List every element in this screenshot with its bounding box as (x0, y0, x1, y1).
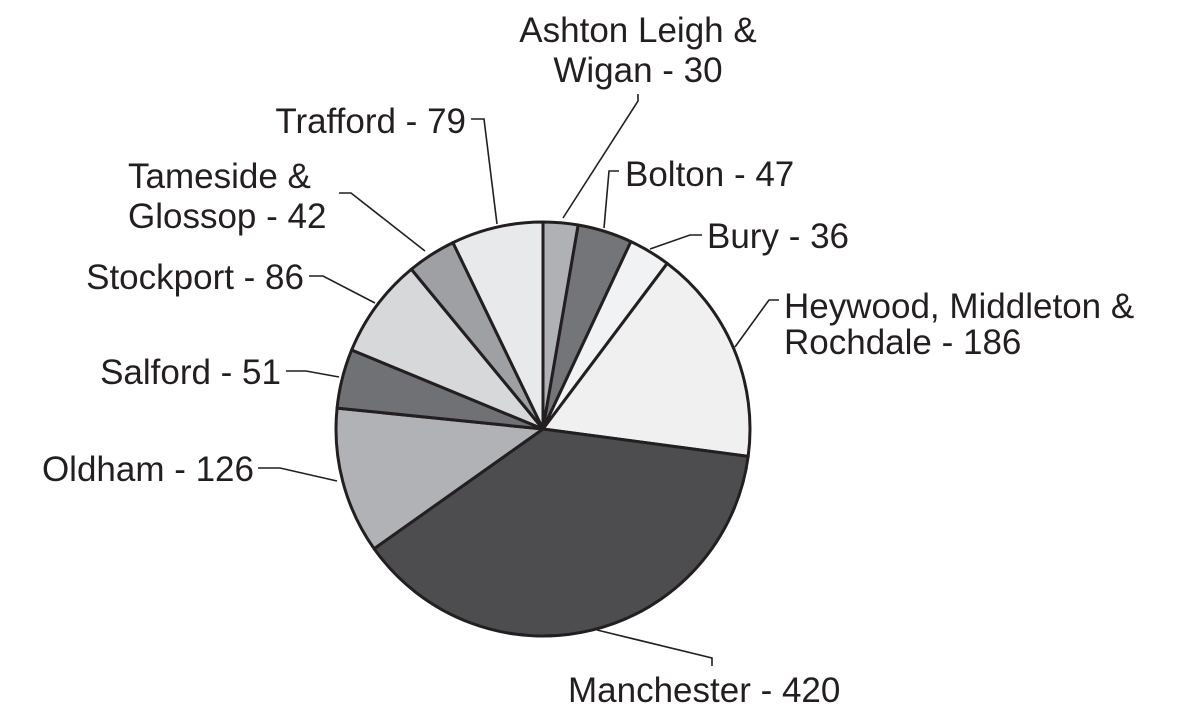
slices-group (334, 220, 752, 638)
slice-label: Manchester - 420 (568, 671, 840, 710)
slice-label-line: Wigan - 30 (553, 51, 722, 90)
slice-label: Stockport - 86 (86, 258, 304, 297)
slice-label-line: Rochdale - 186 (784, 323, 1021, 362)
pie-slice (541, 261, 752, 458)
slice-label-line: Tameside & (128, 157, 311, 196)
slice-label-line: Glossop - 42 (128, 197, 326, 236)
leader-line (258, 467, 338, 482)
slice-label-line: Heywood, Middleton & (784, 287, 1134, 326)
pie-slice (372, 427, 750, 638)
slice-label-line: Stockport - 86 (86, 258, 304, 297)
slice-label: Ashton Leigh & Wigan - 30 (519, 11, 756, 90)
leader-line (596, 629, 713, 666)
leader-line (339, 192, 426, 252)
slice-label: Tameside & Glossop - 42 (128, 157, 326, 236)
labels-group: Ashton Leigh & Wigan - 30 Bolton - 47 Bury … (42, 11, 1134, 710)
slice-label: Trafford - 79 (275, 102, 466, 141)
leader-line (471, 118, 498, 225)
slice-label-line: Trafford - 79 (275, 102, 466, 141)
slice-label-line: Manchester - 420 (568, 671, 840, 710)
slice-label: Heywood, Middleton & Rochdale - 186 (784, 287, 1134, 362)
pie-slice (350, 267, 545, 431)
slice-label-line: Ashton Leigh & (519, 11, 756, 50)
pie-slice (334, 406, 545, 551)
slice-label: Oldham - 126 (42, 450, 254, 489)
leader-line (309, 275, 376, 304)
slice-label: Salford - 51 (100, 353, 281, 392)
slice-label-line: Salford - 51 (100, 353, 281, 392)
slice-label-line: Oldham - 126 (42, 450, 254, 489)
leader-line (734, 299, 779, 348)
slice-label: Bolton - 47 (625, 155, 794, 194)
leader-line (603, 170, 619, 229)
leader-line (286, 370, 340, 378)
leader-line (562, 94, 639, 219)
slice-label-line: Bury - 36 (707, 217, 849, 256)
slice-label: Bury - 36 (707, 217, 849, 256)
leader-line (649, 234, 702, 250)
leader-lines-group (258, 94, 779, 666)
slice-label-line: Bolton - 47 (625, 155, 794, 194)
pie-slice (451, 220, 545, 431)
